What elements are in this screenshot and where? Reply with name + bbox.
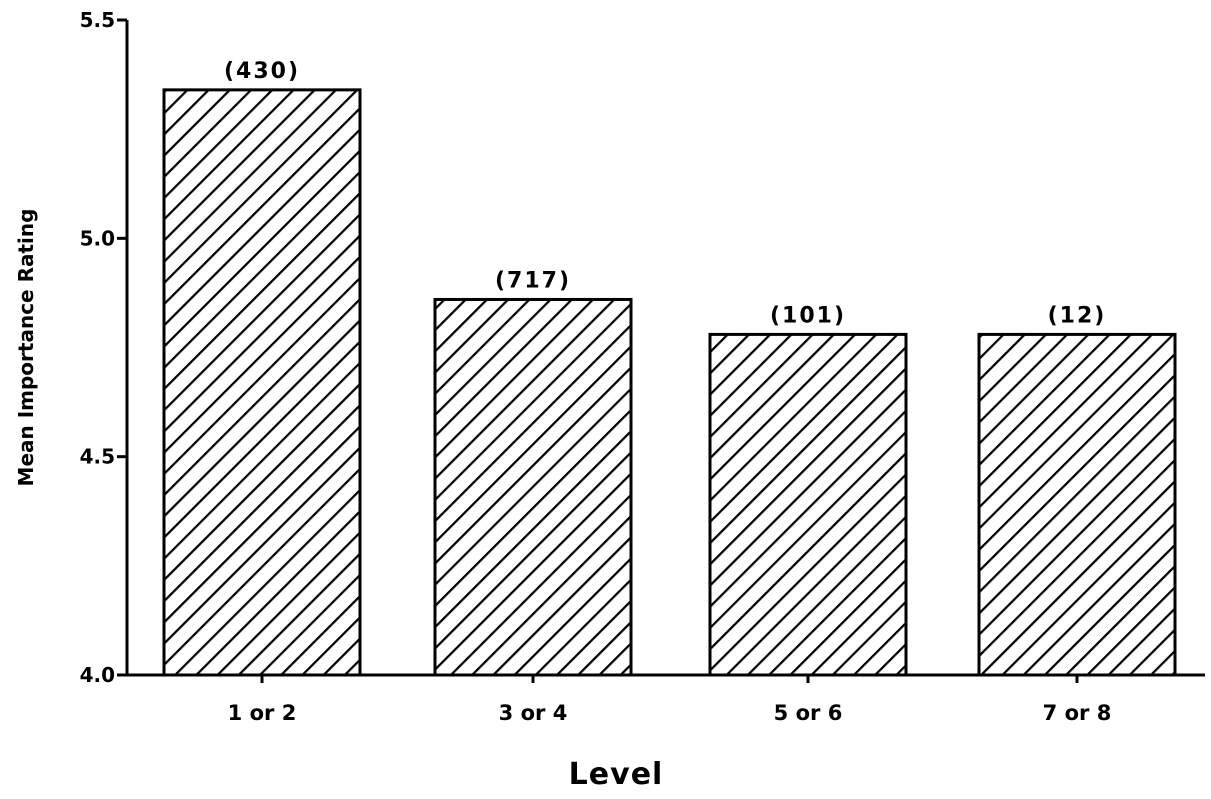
bar-data-label: (430)	[224, 59, 300, 84]
y-tick-label: 5.0	[80, 226, 115, 250]
bar-data-label: (717)	[495, 268, 571, 293]
y-tick-label: 4.5	[80, 445, 115, 469]
bars	[162, 88, 1177, 677]
bar	[708, 332, 908, 677]
bar-data-label: (12)	[1048, 303, 1107, 328]
bar	[977, 332, 1177, 677]
x-tick-label: 3 or 4	[499, 701, 568, 725]
x-tick-label: 5 or 6	[774, 701, 843, 725]
y-axis-title: Mean Importance Rating	[14, 209, 38, 487]
y-ticks: 4.0 4.5 5.0 5.5	[80, 8, 127, 687]
x-tick-labels: 1 or 2 3 or 4 5 or 6 7 or 8	[228, 675, 1112, 725]
x-axis-title: Level	[569, 757, 664, 792]
y-tick-label: 5.5	[80, 8, 115, 32]
bar	[162, 88, 362, 677]
x-tick-label: 1 or 2	[228, 701, 297, 725]
x-tick-label: 7 or 8	[1043, 701, 1112, 725]
data-labels: (430) (717) (101) (12)	[224, 59, 1107, 329]
y-tick-label: 4.0	[80, 663, 115, 687]
bar-data-label: (101)	[770, 303, 846, 328]
bar	[433, 297, 633, 677]
